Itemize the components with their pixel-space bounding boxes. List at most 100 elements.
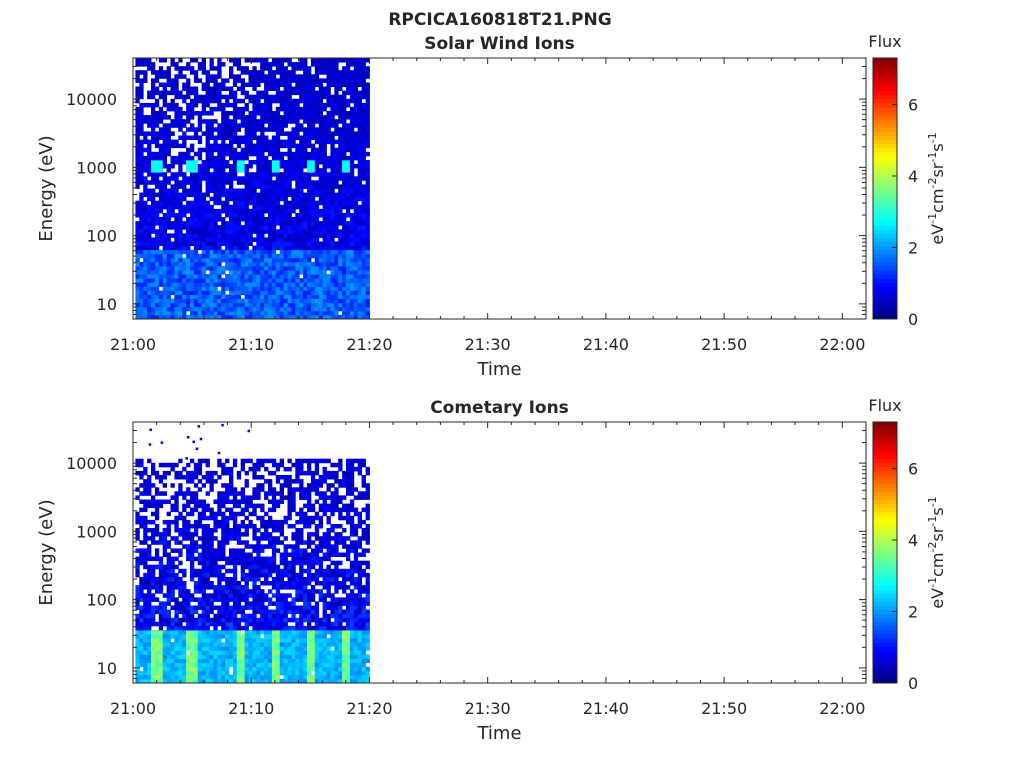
heatmap-cell bbox=[143, 487, 148, 492]
heatmap-cell bbox=[166, 143, 171, 149]
heatmap-cell bbox=[229, 172, 234, 177]
heatmap-cell bbox=[135, 666, 140, 672]
heatmap-cell bbox=[154, 168, 160, 173]
heatmap-cell bbox=[334, 123, 339, 128]
colorbar-title: Flux bbox=[868, 32, 901, 51]
heatmap-cell bbox=[236, 245, 242, 251]
colorbar-swatch bbox=[873, 217, 897, 222]
heatmap-cell bbox=[147, 257, 152, 263]
heatmap-cell bbox=[162, 253, 167, 259]
heatmap-cell bbox=[205, 515, 210, 521]
heatmap-cell bbox=[271, 270, 277, 275]
colorbar-swatch bbox=[873, 127, 897, 132]
heatmap-cell bbox=[229, 581, 234, 586]
heatmap-cell bbox=[275, 261, 281, 267]
heatmap-cell bbox=[271, 286, 277, 291]
heatmap-cell bbox=[186, 298, 191, 304]
heatmap-cell bbox=[318, 86, 323, 91]
heatmap-cell bbox=[170, 102, 175, 108]
heatmap-cell bbox=[264, 257, 269, 263]
heatmap-cell bbox=[154, 589, 160, 594]
heatmap-cell bbox=[287, 160, 292, 165]
heatmap-cell bbox=[353, 208, 359, 214]
heatmap-cell bbox=[166, 462, 171, 468]
heatmap-cell bbox=[268, 82, 273, 87]
heatmap-cell bbox=[221, 78, 226, 83]
heatmap-cell bbox=[139, 196, 144, 202]
heatmap-cell bbox=[201, 674, 206, 680]
heatmap-cell bbox=[365, 298, 370, 304]
heatmap-cell bbox=[162, 678, 167, 684]
heatmap-cell bbox=[178, 650, 183, 655]
heatmap-cell bbox=[221, 544, 226, 549]
heatmap-cell bbox=[174, 66, 179, 71]
colorbar-swatch bbox=[873, 249, 897, 255]
heatmap-cell bbox=[236, 208, 242, 214]
heatmap-cell bbox=[190, 577, 195, 582]
x-tick-label: 21:30 bbox=[465, 335, 511, 354]
heatmap-cell bbox=[143, 261, 148, 267]
heatmap-cell bbox=[338, 196, 343, 202]
heatmap-cell bbox=[314, 147, 320, 153]
heatmap-cell bbox=[260, 115, 265, 120]
heatmap-cell bbox=[213, 266, 218, 271]
heatmap-cell bbox=[248, 249, 253, 255]
heatmap-cell bbox=[225, 111, 230, 116]
heatmap-cell bbox=[295, 221, 300, 226]
heatmap-cell bbox=[240, 670, 245, 676]
heatmap-cell bbox=[135, 495, 140, 500]
heatmap-cell bbox=[229, 585, 234, 590]
heatmap-cell bbox=[143, 70, 148, 75]
heatmap-cell bbox=[240, 314, 245, 320]
heatmap-cell bbox=[174, 217, 179, 222]
heatmap-cell bbox=[283, 119, 288, 124]
heatmap-cell bbox=[252, 548, 257, 553]
heatmap-cell bbox=[135, 470, 140, 476]
heatmap-cell bbox=[357, 192, 362, 198]
heatmap-cell bbox=[221, 257, 226, 263]
heatmap-cell bbox=[209, 666, 214, 672]
heatmap-cell bbox=[147, 577, 152, 582]
heatmap-cell bbox=[213, 225, 218, 230]
heatmap-cell bbox=[232, 155, 238, 161]
heatmap-cell bbox=[240, 245, 245, 251]
heatmap-cell bbox=[252, 532, 257, 537]
heatmap-cell bbox=[248, 306, 253, 312]
heatmap-cell bbox=[361, 294, 366, 299]
heatmap-cell bbox=[268, 274, 273, 279]
heatmap-cell bbox=[162, 200, 167, 206]
heatmap-cell bbox=[213, 302, 218, 308]
heatmap-cell bbox=[283, 213, 288, 218]
heatmap-cell bbox=[244, 213, 249, 218]
heatmap-cell bbox=[271, 213, 277, 218]
heatmap-cell bbox=[162, 192, 167, 198]
heatmap-cell bbox=[193, 102, 199, 108]
heatmap-cell bbox=[205, 585, 210, 590]
heatmap-cell bbox=[342, 127, 347, 132]
heatmap-cell bbox=[346, 294, 351, 299]
heatmap-cell bbox=[213, 188, 218, 193]
heatmap-cell bbox=[135, 176, 140, 181]
heatmap-cell bbox=[295, 115, 300, 120]
heatmap-cell bbox=[174, 314, 179, 320]
heatmap-cell bbox=[252, 613, 257, 619]
colorbar-swatch bbox=[873, 286, 897, 291]
heatmap-cell bbox=[283, 66, 288, 71]
heatmap-cell bbox=[170, 62, 175, 67]
heatmap-cell bbox=[291, 314, 296, 320]
heatmap-cell bbox=[338, 298, 343, 304]
heatmap-cell bbox=[322, 180, 327, 185]
heatmap-cell bbox=[322, 119, 327, 124]
heatmap-cell bbox=[299, 58, 304, 63]
y-axis-label: Energy (eV) bbox=[36, 135, 57, 241]
heatmap-cell bbox=[248, 621, 253, 627]
heatmap-cell bbox=[154, 540, 160, 545]
heatmap-cell bbox=[240, 139, 245, 145]
heatmap-cell bbox=[174, 266, 179, 271]
heatmap-cell bbox=[143, 78, 148, 83]
heatmap-cell bbox=[256, 314, 261, 320]
heatmap-cell bbox=[314, 106, 320, 112]
heatmap-cell bbox=[256, 654, 261, 659]
heatmap-cell bbox=[143, 621, 148, 627]
heatmap-cell bbox=[342, 139, 347, 145]
